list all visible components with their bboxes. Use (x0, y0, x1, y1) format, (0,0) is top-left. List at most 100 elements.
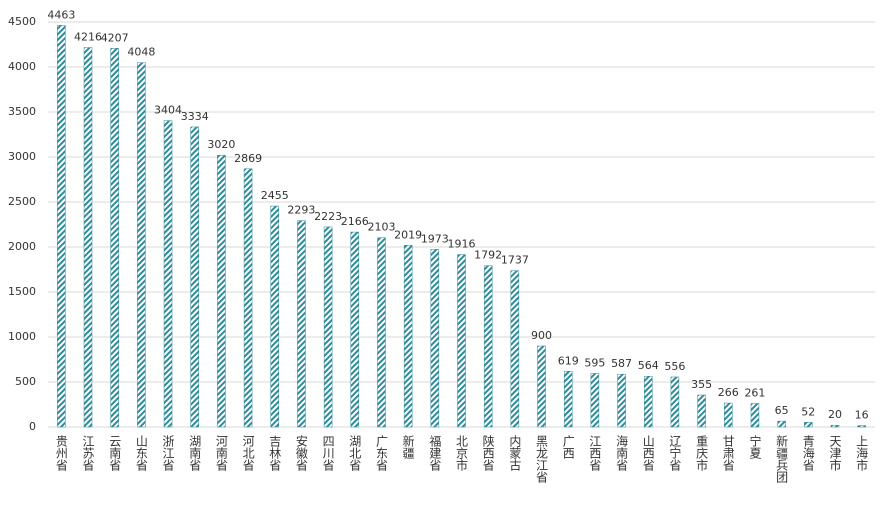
value-label: 16 (855, 409, 869, 422)
x-tick-label: 四川省 (321, 435, 335, 471)
value-label: 2103 (367, 221, 395, 234)
bar (137, 62, 146, 428)
x-tick-label: 宁夏 (748, 434, 762, 459)
bar (563, 371, 573, 428)
bar (163, 120, 173, 428)
bar (857, 425, 866, 428)
value-label: 2455 (261, 189, 289, 202)
bar (270, 205, 280, 428)
bar (457, 254, 466, 428)
bar (643, 375, 653, 428)
bar (483, 265, 493, 428)
y-tick-label: 1000 (8, 330, 36, 343)
value-label: 1973 (421, 232, 449, 245)
bar (590, 373, 600, 428)
value-label: 4048 (127, 46, 155, 59)
value-label: 1792 (474, 249, 502, 262)
value-label: 1916 (448, 238, 476, 251)
y-tick-label: 0 (29, 420, 36, 433)
x-tick-label: 贵州省 (54, 435, 68, 471)
y-tick-label: 4500 (8, 15, 36, 28)
x-tick-label: 黑龙江省 (535, 435, 549, 483)
y-tick-label: 500 (15, 375, 36, 388)
bar (617, 373, 626, 428)
bar (57, 25, 66, 428)
bar (750, 403, 760, 428)
x-tick-label: 吉林省 (268, 435, 282, 471)
bar (350, 231, 360, 428)
x-tick-label: 江西省 (588, 435, 602, 471)
bar (243, 168, 253, 428)
bar (323, 226, 333, 428)
value-label: 1737 (501, 254, 529, 267)
value-label: 2869 (234, 152, 262, 165)
x-tick-label: 广西 (561, 435, 575, 459)
bar (724, 402, 733, 428)
value-label: 266 (718, 386, 739, 399)
y-tick-label: 3000 (8, 150, 36, 163)
value-label: 4463 (47, 8, 75, 21)
x-tick-label: 安徽省 (294, 434, 308, 471)
bar (670, 376, 680, 428)
bar (190, 126, 199, 428)
bar (830, 424, 840, 428)
x-tick-label: 广东省 (374, 435, 388, 471)
x-tick-label: 甘肃省 (721, 435, 735, 471)
x-tick-label: 湖南省 (188, 434, 202, 471)
x-tick-label: 河南省 (214, 435, 228, 471)
bar (510, 270, 520, 428)
bar (403, 245, 413, 428)
x-tick-label: 新疆兵团 (775, 434, 789, 484)
x-tick-label: 新疆 (401, 434, 415, 459)
bar (377, 237, 386, 428)
y-tick-label: 3500 (8, 105, 36, 118)
x-tick-label: 福建省 (428, 434, 442, 471)
value-label: 595 (584, 356, 605, 369)
x-tick-label: 青海省 (801, 435, 815, 471)
x-tick-label: 浙江省 (161, 435, 175, 471)
bar (83, 47, 93, 428)
value-label: 4207 (101, 31, 129, 44)
value-label: 4216 (74, 31, 102, 44)
y-tick-label: 1500 (8, 285, 36, 298)
value-label: 3334 (181, 110, 209, 123)
value-label: 261 (744, 387, 765, 400)
y-tick-label: 4000 (8, 60, 36, 73)
x-tick-label: 天津市 (828, 435, 842, 471)
value-label: 587 (611, 357, 632, 370)
x-tick-label: 上海市 (855, 435, 869, 471)
x-tick-label: 重庆市 (695, 435, 709, 471)
bar (217, 154, 226, 428)
bar (110, 48, 119, 428)
x-tick-label: 云南省 (108, 435, 122, 471)
bar (804, 422, 813, 428)
value-label: 2166 (341, 215, 369, 228)
bar (697, 394, 706, 428)
x-tick-label: 山西省 (641, 435, 655, 471)
y-tick-label: 2000 (8, 240, 36, 253)
y-tick-label: 2500 (8, 195, 36, 208)
value-label: 20 (828, 408, 842, 421)
value-label: 65 (775, 404, 789, 417)
x-tick-label: 江苏省 (81, 435, 95, 471)
bar (430, 249, 440, 428)
value-label: 52 (801, 405, 815, 418)
value-label: 3020 (207, 138, 235, 151)
value-label: 619 (558, 354, 579, 367)
x-tick-label: 河北省 (241, 435, 255, 471)
bar (537, 345, 546, 428)
x-tick-label: 辽宁省 (668, 435, 682, 471)
value-label: 3404 (154, 104, 182, 117)
x-tick-label: 陕西省 (481, 434, 495, 471)
value-label: 564 (638, 359, 659, 372)
value-label: 2293 (287, 204, 315, 217)
x-tick-label: 北京市 (455, 435, 469, 471)
value-label: 355 (691, 378, 712, 391)
x-tick-label: 海南省 (615, 434, 629, 471)
value-label: 2223 (314, 210, 342, 223)
x-tick-label: 山东省 (134, 435, 148, 471)
bar (297, 220, 306, 428)
x-tick-label: 湖北省 (348, 434, 362, 471)
value-label: 2019 (394, 228, 422, 241)
